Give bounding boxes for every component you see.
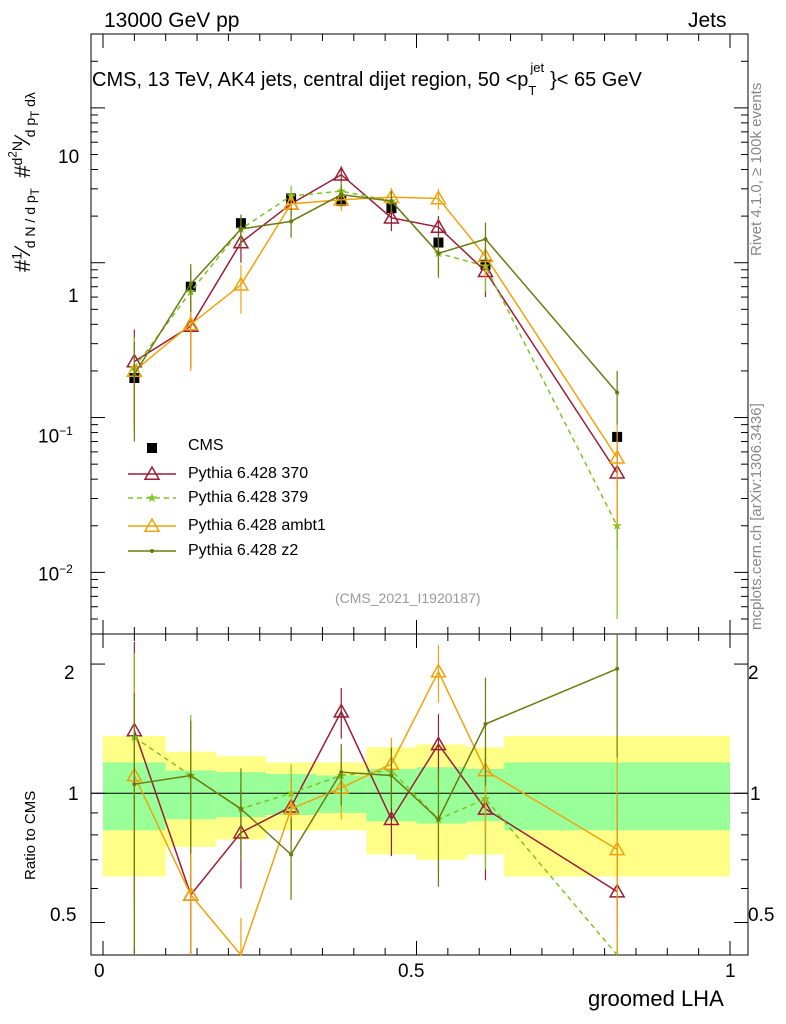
legend-marker-p379 (147, 493, 157, 502)
legend-label-370: Pythia 6.428 370 (188, 465, 309, 482)
legend-marker-p370 (143, 465, 161, 480)
plot-subtitle: CMS, 13 TeV, AK4 jets, central dijet reg… (92, 60, 642, 98)
ratio-tick-05: 0.5 (50, 905, 77, 926)
point-z2 (339, 192, 344, 197)
ratio-tick-2-right: 2 (748, 663, 759, 684)
x-tick-0: 0 (94, 961, 105, 982)
legend-marker-cms (147, 443, 157, 453)
point-z2 (436, 251, 441, 256)
ratio-point-z2 (132, 782, 137, 787)
main-panel-series (126, 166, 626, 619)
axes-frame (90, 33, 749, 956)
point-ambt1 (232, 276, 250, 291)
point-z2 (389, 199, 394, 204)
y-tick-1: 1 (68, 286, 79, 307)
ratio-point-p370 (430, 735, 447, 751)
main-ylabel: #1⁄d N / d pT #d2N⁄d pT dλ (6, 92, 42, 272)
legend-marker-z2 (150, 549, 154, 553)
point-z2 (132, 372, 137, 377)
ratio-point-ambt1 (608, 840, 626, 856)
series-line-p370 (133, 173, 618, 474)
series-line-ambt1 (133, 196, 618, 459)
legend-label-ambt1: Pythia 6.428 ambt1 (188, 517, 326, 534)
subtitle-sup: jet (530, 60, 545, 75)
ratio-point-z2 (436, 817, 441, 822)
legend-label-z2: Pythia 6.428 z2 (188, 542, 299, 559)
beam-label: 13000 GeV pp (104, 9, 240, 32)
ratio-point-z2 (188, 773, 193, 778)
ratio-point-ambt1 (282, 800, 300, 815)
rivet-label: Rivet 4.1.0, ≥ 100k events (748, 82, 765, 256)
subtitle-sub: T (528, 83, 537, 98)
point-z2 (238, 227, 243, 232)
ratio-point-ambt1 (430, 663, 447, 678)
x-tick-1: 1 (725, 961, 736, 982)
analysis-id: (CMS_2021_I1920187) (335, 590, 481, 606)
ratio-tick-05-right: 0.5 (748, 905, 775, 926)
ratio-tick-1-right: 1 (750, 784, 761, 805)
point-p370 (232, 234, 250, 249)
source-label: mcplots.cern.ch [arXiv:1306.3436] (748, 403, 765, 630)
subtitle-text: CMS, 13 TeV, AK4 jets, central dijet reg… (92, 69, 529, 91)
y-tick-10: 10 (58, 147, 80, 168)
x-tick-05: 0.5 (398, 961, 425, 982)
legend-label-cms: CMS (188, 437, 224, 454)
ratio-point-z2 (615, 666, 620, 671)
point-ambt1 (477, 247, 494, 263)
ratio-point-z2 (339, 770, 344, 775)
point-ambt1 (182, 315, 200, 331)
legend-markers (128, 443, 176, 553)
ratio-point-ambt1 (182, 886, 200, 901)
ratio-point-z2 (238, 806, 243, 811)
process-label: Jets (688, 9, 727, 32)
point-p370 (383, 209, 400, 224)
ratio-ylabel: Ratio to CMS (22, 790, 39, 880)
point-z2 (289, 219, 294, 224)
point-p370 (430, 218, 447, 234)
ratio-point-z2 (483, 722, 488, 727)
point-p370 (332, 166, 350, 181)
ratio-point-p370 (332, 703, 350, 718)
ratio-uncertainty-bands (103, 735, 730, 877)
point-z2 (188, 281, 193, 286)
point-z2 (615, 390, 620, 395)
x-axis-label: groomed LHA (588, 986, 724, 1011)
ratio-point-p370 (383, 810, 400, 826)
ratio-tick-1: 1 (68, 784, 79, 805)
y-tick-0.01: 10−2 (38, 562, 73, 586)
ratio-point-z2 (289, 852, 294, 857)
point-z2 (483, 237, 488, 242)
y-tick-0.1: 10−1 (38, 424, 73, 448)
legend-marker-ambt1 (143, 517, 161, 532)
ratio-tick-2: 2 (64, 663, 75, 684)
ratio-point-z2 (389, 773, 394, 778)
ratio-panel-series (126, 634, 626, 957)
legend-label-379: Pythia 6.428 379 (188, 489, 309, 506)
subtitle-tail: }< 65 GeV (550, 69, 642, 91)
point-ambt1 (430, 189, 447, 205)
point-ambt1 (608, 449, 626, 464)
ratio-frame (90, 633, 749, 956)
ylabel-formula: #1⁄d N / d pT #d2N⁄d pT dλ (6, 92, 43, 272)
series-line-p379 (133, 190, 618, 527)
